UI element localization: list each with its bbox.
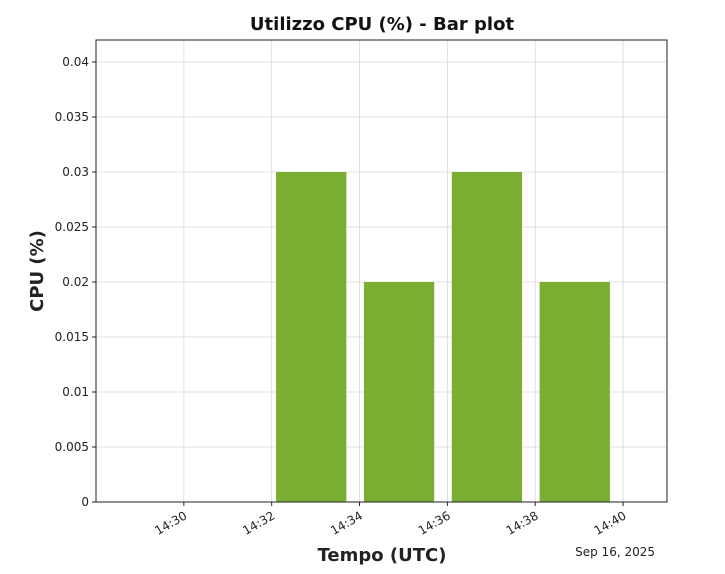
x-tick-label: 14:36	[416, 508, 453, 537]
y-tick-label: 0.02	[62, 275, 89, 289]
plot-frame	[95, 39, 668, 503]
y-tick-label: 0.005	[55, 440, 89, 454]
y-tick-label: 0.04	[62, 55, 89, 69]
x-tick-label: 14:40	[592, 508, 629, 537]
bar-1432	[276, 172, 347, 502]
y-tick-label: 0.015	[55, 330, 89, 344]
y-tick-label: 0.025	[55, 220, 89, 234]
x-axis-title: Tempo (UTC)	[318, 545, 447, 566]
date-label: Sep 16, 2025	[575, 545, 655, 559]
chart-title: Utilizzo CPU (%) - Bar plot	[250, 14, 515, 35]
x-tick-label: 14:38	[504, 508, 541, 537]
x-tick-label: 14:32	[240, 508, 277, 537]
y-tick-label: 0.03	[62, 165, 89, 179]
y-axis-ticks: 0 0.005 0.01 0.015 0.02 0.025 0.03 0.035 0.04	[55, 55, 96, 509]
bars	[276, 172, 610, 502]
x-tick-label: 14:30	[152, 508, 189, 537]
y-tick-label: 0.035	[55, 110, 89, 124]
y-axis-title: CPU (%)	[27, 230, 48, 312]
x-tick-label: 14:34	[328, 508, 365, 537]
y-tick-label: 0.01	[62, 385, 89, 399]
x-axis-ticks: 14:30 14:32 14:34 14:36 14:38 14:40	[152, 502, 629, 538]
bar-1438	[539, 282, 610, 502]
bar-1434	[363, 282, 435, 502]
y-tick-label: 0	[81, 495, 89, 509]
bar-1436	[451, 172, 523, 502]
